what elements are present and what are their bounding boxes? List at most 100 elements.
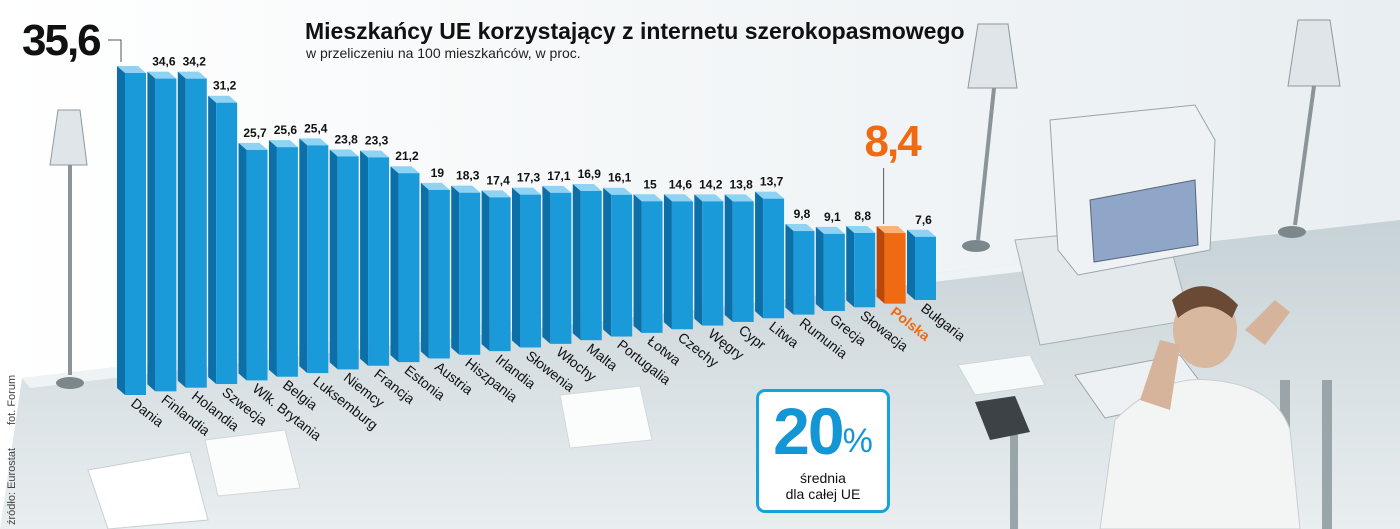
bar-front-face	[216, 102, 238, 385]
bar-slowacja	[846, 225, 876, 308]
bar-side-face	[117, 66, 125, 395]
bar-top-face	[329, 149, 359, 157]
value-label-bulgaria: 7,6	[915, 213, 932, 227]
bar-side-face	[663, 194, 672, 330]
bar-dania	[117, 66, 146, 395]
bar-francja	[360, 150, 390, 366]
bar-top-face	[846, 225, 876, 233]
bar-side-face	[481, 190, 490, 352]
value-label-malta: 16,9	[578, 167, 602, 181]
eu-average-label-2: dla całej UE	[785, 486, 861, 502]
bar-front-face	[337, 156, 359, 370]
bar-front-face	[307, 145, 329, 374]
bar-top-face	[572, 184, 602, 192]
bar-wlochy	[542, 185, 572, 344]
value-label-holandia: 34,2	[183, 55, 207, 69]
value-label-wlk-brytania: 25,7	[243, 126, 267, 140]
bar-rumunia	[785, 224, 815, 315]
bar-side-face	[694, 194, 703, 326]
bar-front-face	[276, 147, 298, 377]
bar-side-face	[299, 138, 308, 374]
bar-bulgaria	[907, 229, 936, 300]
bar-front-face	[428, 189, 450, 359]
bar-side-face	[572, 184, 581, 341]
bar-side-face	[177, 71, 186, 388]
bar-front-face	[641, 201, 663, 333]
bar-side-face	[907, 229, 915, 300]
person	[1099, 286, 1301, 529]
value-label-estonia: 21,2	[395, 149, 419, 163]
eu-average-label-1: średnia	[800, 470, 846, 486]
bar-front-face	[884, 233, 906, 304]
bar-top-face	[512, 187, 541, 195]
bar-side-face	[208, 95, 217, 385]
bar-litwa	[755, 191, 785, 319]
bar-austria	[420, 182, 450, 359]
value-label-belgia: 25,6	[274, 123, 298, 137]
value-leader-line	[108, 39, 122, 62]
value-label-czechy: 14,6	[669, 177, 693, 191]
bar-top-face	[420, 182, 450, 190]
bar-side-face	[846, 225, 855, 308]
bar-front-face	[580, 191, 602, 341]
bar-niemcy	[329, 149, 359, 370]
phone	[975, 396, 1030, 440]
bar-front-face	[915, 236, 936, 300]
bar-top-face	[542, 185, 572, 193]
value-label-cypr: 13,8	[730, 177, 754, 191]
bar-grecja	[815, 226, 845, 311]
bar-front-face	[125, 73, 146, 395]
eu-average-box: 20% średnia dla całej UE	[756, 389, 890, 513]
bar-top-face	[360, 150, 390, 158]
value-label-lotwa: 15	[643, 177, 657, 191]
eu-average-unit: %	[842, 422, 873, 460]
value-label-litwa: 13,7	[760, 175, 784, 189]
value-label-szwecja: 31,2	[213, 79, 237, 93]
bar-cypr	[724, 194, 754, 322]
bar-side-face	[360, 150, 369, 366]
bar-front-face	[763, 198, 785, 319]
value-label-austria: 19	[431, 166, 445, 180]
bar-top-face	[481, 190, 511, 198]
bar-estonia	[390, 166, 420, 363]
bar-front-face	[398, 173, 420, 363]
bar-szwecja	[208, 95, 238, 385]
bar-top-face	[603, 187, 633, 195]
bar-side-face	[451, 185, 460, 355]
value-label-polska: 8,4	[865, 117, 923, 166]
value-label-irlandia: 17,4	[486, 173, 510, 187]
bar-top-face	[755, 191, 785, 199]
bar-side-face	[724, 194, 733, 322]
bar-top-face	[633, 194, 663, 202]
value-label-luksemburg: 25,4	[304, 121, 328, 135]
bar-side-face	[603, 187, 612, 337]
value-label-wegry: 14,2	[699, 177, 723, 191]
bar-top-face	[451, 185, 481, 193]
bar-top-face	[238, 142, 268, 150]
bar-top-face	[299, 138, 329, 146]
bar-top-face	[268, 140, 298, 148]
paper-sheet	[87, 451, 209, 529]
bar-side-face	[542, 185, 551, 344]
bar-wegry	[694, 194, 724, 326]
chart-title: Mieszkańcy UE korzystający z internetu s…	[305, 18, 965, 44]
bar-top-face	[785, 224, 815, 232]
value-labels-group: 35,6 34,6 34,2 31,2 25,7 25,6 25,4 23,8 23,3 21,2…	[22, 16, 932, 227]
value-label-grecja: 9,1	[824, 210, 841, 224]
desk-lamp-right	[1278, 19, 1341, 238]
bar-top-face	[147, 71, 177, 79]
computer	[1014, 104, 1216, 419]
value-label-slowacja: 8,8	[854, 209, 871, 223]
bar-front-face	[520, 194, 541, 348]
value-label-finlandia: 34,6	[152, 55, 176, 69]
bar-polska	[876, 226, 906, 304]
bar-top-face	[208, 95, 238, 103]
value-label-francja: 23,3	[365, 133, 389, 147]
bar-malta	[572, 184, 602, 341]
bar-front-face	[185, 78, 207, 388]
bar-side-face	[147, 71, 156, 392]
bar-side-face	[815, 226, 824, 311]
bar-top-face	[117, 66, 146, 73]
